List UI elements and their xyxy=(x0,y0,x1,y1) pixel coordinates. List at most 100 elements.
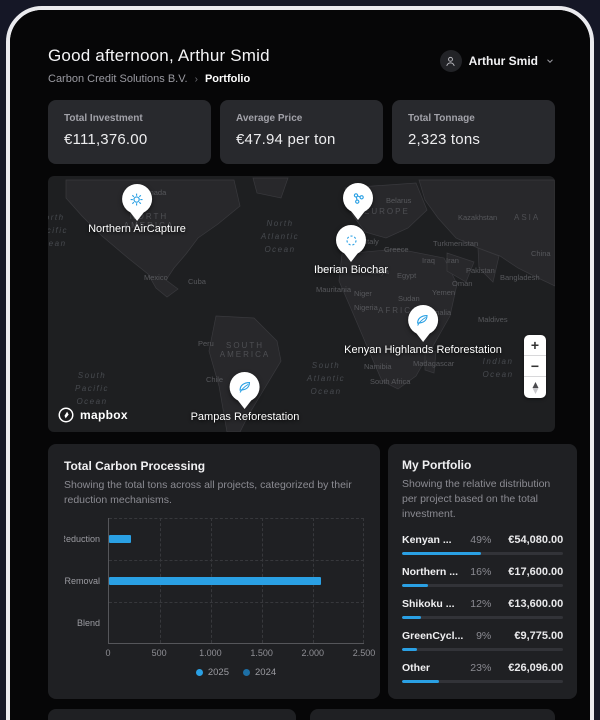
user-name: Arthur Smid xyxy=(468,54,538,68)
portfolio-row: Kenyan ... 49% €54,080.00 xyxy=(402,533,564,555)
tablet-frame: Good afternoon, Arthur Smid Carbon Credi… xyxy=(6,6,594,720)
map-pin-project[interactable] xyxy=(343,183,373,220)
stat-label: Total Investment xyxy=(64,113,143,124)
portfolio-row: Shikoku ... 12% €13,600.00 xyxy=(402,597,564,619)
breadcrumb-separator-icon: › xyxy=(194,73,198,85)
portfolio-card-title: My Portfolio xyxy=(402,458,472,472)
stat-cards: Total Investment €111,376.00 Average Pri… xyxy=(48,100,555,164)
map-geo-label: North Pacific Ocean xyxy=(48,213,69,248)
map-pin-pampas[interactable]: Pampas Reforestation xyxy=(191,372,299,423)
pin-label: Iberian Biochar xyxy=(314,264,388,276)
map-geo-label: Cuba xyxy=(188,277,206,286)
map-geo-label: Pakistan xyxy=(466,266,495,275)
portfolio-card-subtitle: Showing the relative distribution per pr… xyxy=(402,478,551,521)
map-geo-label: Maldives xyxy=(478,315,508,324)
map-geo-label: AFRICA xyxy=(378,306,420,315)
y-axis-label: Blend xyxy=(76,618,100,629)
legend-dot-icon xyxy=(243,669,250,677)
map-zoom-out-button[interactable]: − xyxy=(524,356,546,377)
progress-fill xyxy=(402,647,417,651)
x-tick: 1.000 xyxy=(199,648,222,659)
breadcrumb-root[interactable]: Carbon Credit Solutions B.V. xyxy=(48,73,188,85)
x-tick: 1.500 xyxy=(250,648,273,659)
project-name: GreenCycl... xyxy=(402,629,464,642)
project-value: €13,600.00 xyxy=(508,597,564,610)
map-geo-label: Somalia xyxy=(424,308,452,317)
legend-item-2025[interactable]: 2025 xyxy=(195,667,229,679)
mapbox-logo-icon xyxy=(58,407,74,423)
progress-track xyxy=(402,679,564,683)
progress-fill xyxy=(402,679,440,683)
mapbox-logo-text: mapbox xyxy=(80,408,128,422)
x-tick: 0 xyxy=(105,648,111,659)
stat-value: 2,323 tons xyxy=(408,131,481,148)
stat-value: €111,376.00 xyxy=(64,131,148,148)
user-menu[interactable]: Arthur Smid xyxy=(439,50,555,72)
map-geo-label: NORTH AMERICA xyxy=(123,212,175,230)
map-pin-northern-aircapture[interactable]: Northern AirCapture xyxy=(88,184,186,235)
map-geo-label: Sudan xyxy=(398,294,420,303)
portfolio-row: Northern ... 16% €17,600.00 xyxy=(402,565,564,587)
header: Good afternoon, Arthur Smid Carbon Credi… xyxy=(48,46,555,85)
progress-track xyxy=(402,551,564,555)
project-name: Kenyan ... xyxy=(402,533,452,546)
project-pct: 16% xyxy=(470,565,492,578)
leaf-icon xyxy=(417,314,428,326)
map-nav-control: + − xyxy=(524,335,546,398)
pin-label: Kenyan Highlands Reforestation xyxy=(344,344,502,356)
x-tick: 2.500 xyxy=(352,648,376,659)
project-pct: 49% xyxy=(470,533,492,546)
map-pin-kenyan-highlands[interactable]: Kenyan Highlands Reforestation xyxy=(344,305,502,356)
project-value: €54,080.00 xyxy=(508,533,564,546)
map-geo-label: Greece xyxy=(384,245,409,254)
map-geo-label: Kazakhstan xyxy=(458,213,498,222)
dashed-circle-icon xyxy=(345,234,357,246)
map-geo-label: South Pacific Ocean xyxy=(74,371,110,406)
pin-label: Northern AirCapture xyxy=(88,223,186,235)
stat-card-average-price: Average Price €47.94 per ton xyxy=(220,100,383,164)
leaf-icon xyxy=(239,381,250,393)
map-geo-label: Nigeria xyxy=(354,303,378,312)
stat-card-total-investment: Total Investment €111,376.00 xyxy=(48,100,211,164)
map-geo-label: Turkmenistan xyxy=(433,239,479,248)
total-carbon-processing-card: Total Carbon Processing Showing the tota… xyxy=(48,444,380,699)
projects-map[interactable]: Canada NORTH AMERICA Mexico Cuba North A… xyxy=(48,176,555,432)
y-axis-label: Reduction xyxy=(64,534,100,545)
avatar xyxy=(439,50,462,72)
project-pct: 23% xyxy=(470,661,492,674)
project-name: Shikoku ... xyxy=(402,597,455,610)
breadcrumb: Carbon Credit Solutions B.V. › Portfolio xyxy=(48,73,270,85)
map-geo-label: Indian Ocean xyxy=(482,357,514,379)
molecule-icon xyxy=(353,192,364,204)
map-geo-label: Bangladesh xyxy=(500,273,540,282)
legend-label: 2025 xyxy=(207,667,229,679)
map-geo-label: China xyxy=(531,249,551,258)
map-geo-label: North Atlantic Ocean xyxy=(260,219,300,254)
breadcrumb-current[interactable]: Portfolio xyxy=(204,73,251,85)
progress-fill xyxy=(402,551,482,555)
map-geo-label: EUROPE xyxy=(364,207,410,216)
legend-item-2024[interactable]: 2024 xyxy=(243,667,276,678)
map-geo-label: SOUTH AMERICA xyxy=(219,341,271,359)
x-axis: 0 500 1.000 1.500 2.000 2.500 xyxy=(105,648,375,661)
map-geo-label: Canada xyxy=(140,188,167,197)
mapbox-attribution[interactable]: mapbox xyxy=(57,406,128,424)
map-zoom-in-button[interactable]: + xyxy=(524,335,546,356)
y-axis-label: Removal xyxy=(64,576,100,587)
map-compass-button[interactable] xyxy=(524,377,546,398)
project-pct: 12% xyxy=(470,597,492,610)
chevron-down-icon xyxy=(547,59,553,63)
portfolio-row: GreenCycl... 9% €9,775.00 xyxy=(402,629,564,651)
stat-value: €47.94 per ton xyxy=(236,131,336,148)
page-title: Good afternoon, Arthur Smid xyxy=(48,46,270,65)
progress-track xyxy=(402,583,564,587)
map-pin-iberian-biochar[interactable]: Iberian Biochar xyxy=(314,225,388,276)
dashboard-screen: Good afternoon, Arthur Smid Carbon Credi… xyxy=(10,10,590,720)
project-name: Northern ... xyxy=(402,565,459,578)
map-geo-label: Egypt xyxy=(397,271,417,280)
gear-icon xyxy=(131,193,143,205)
portfolio-row: Other 23% €26,096.00 xyxy=(402,661,564,683)
map-geo-label: Iraq xyxy=(422,256,435,265)
chart-plot-area xyxy=(108,518,364,645)
project-value: €26,096.00 xyxy=(508,661,564,674)
